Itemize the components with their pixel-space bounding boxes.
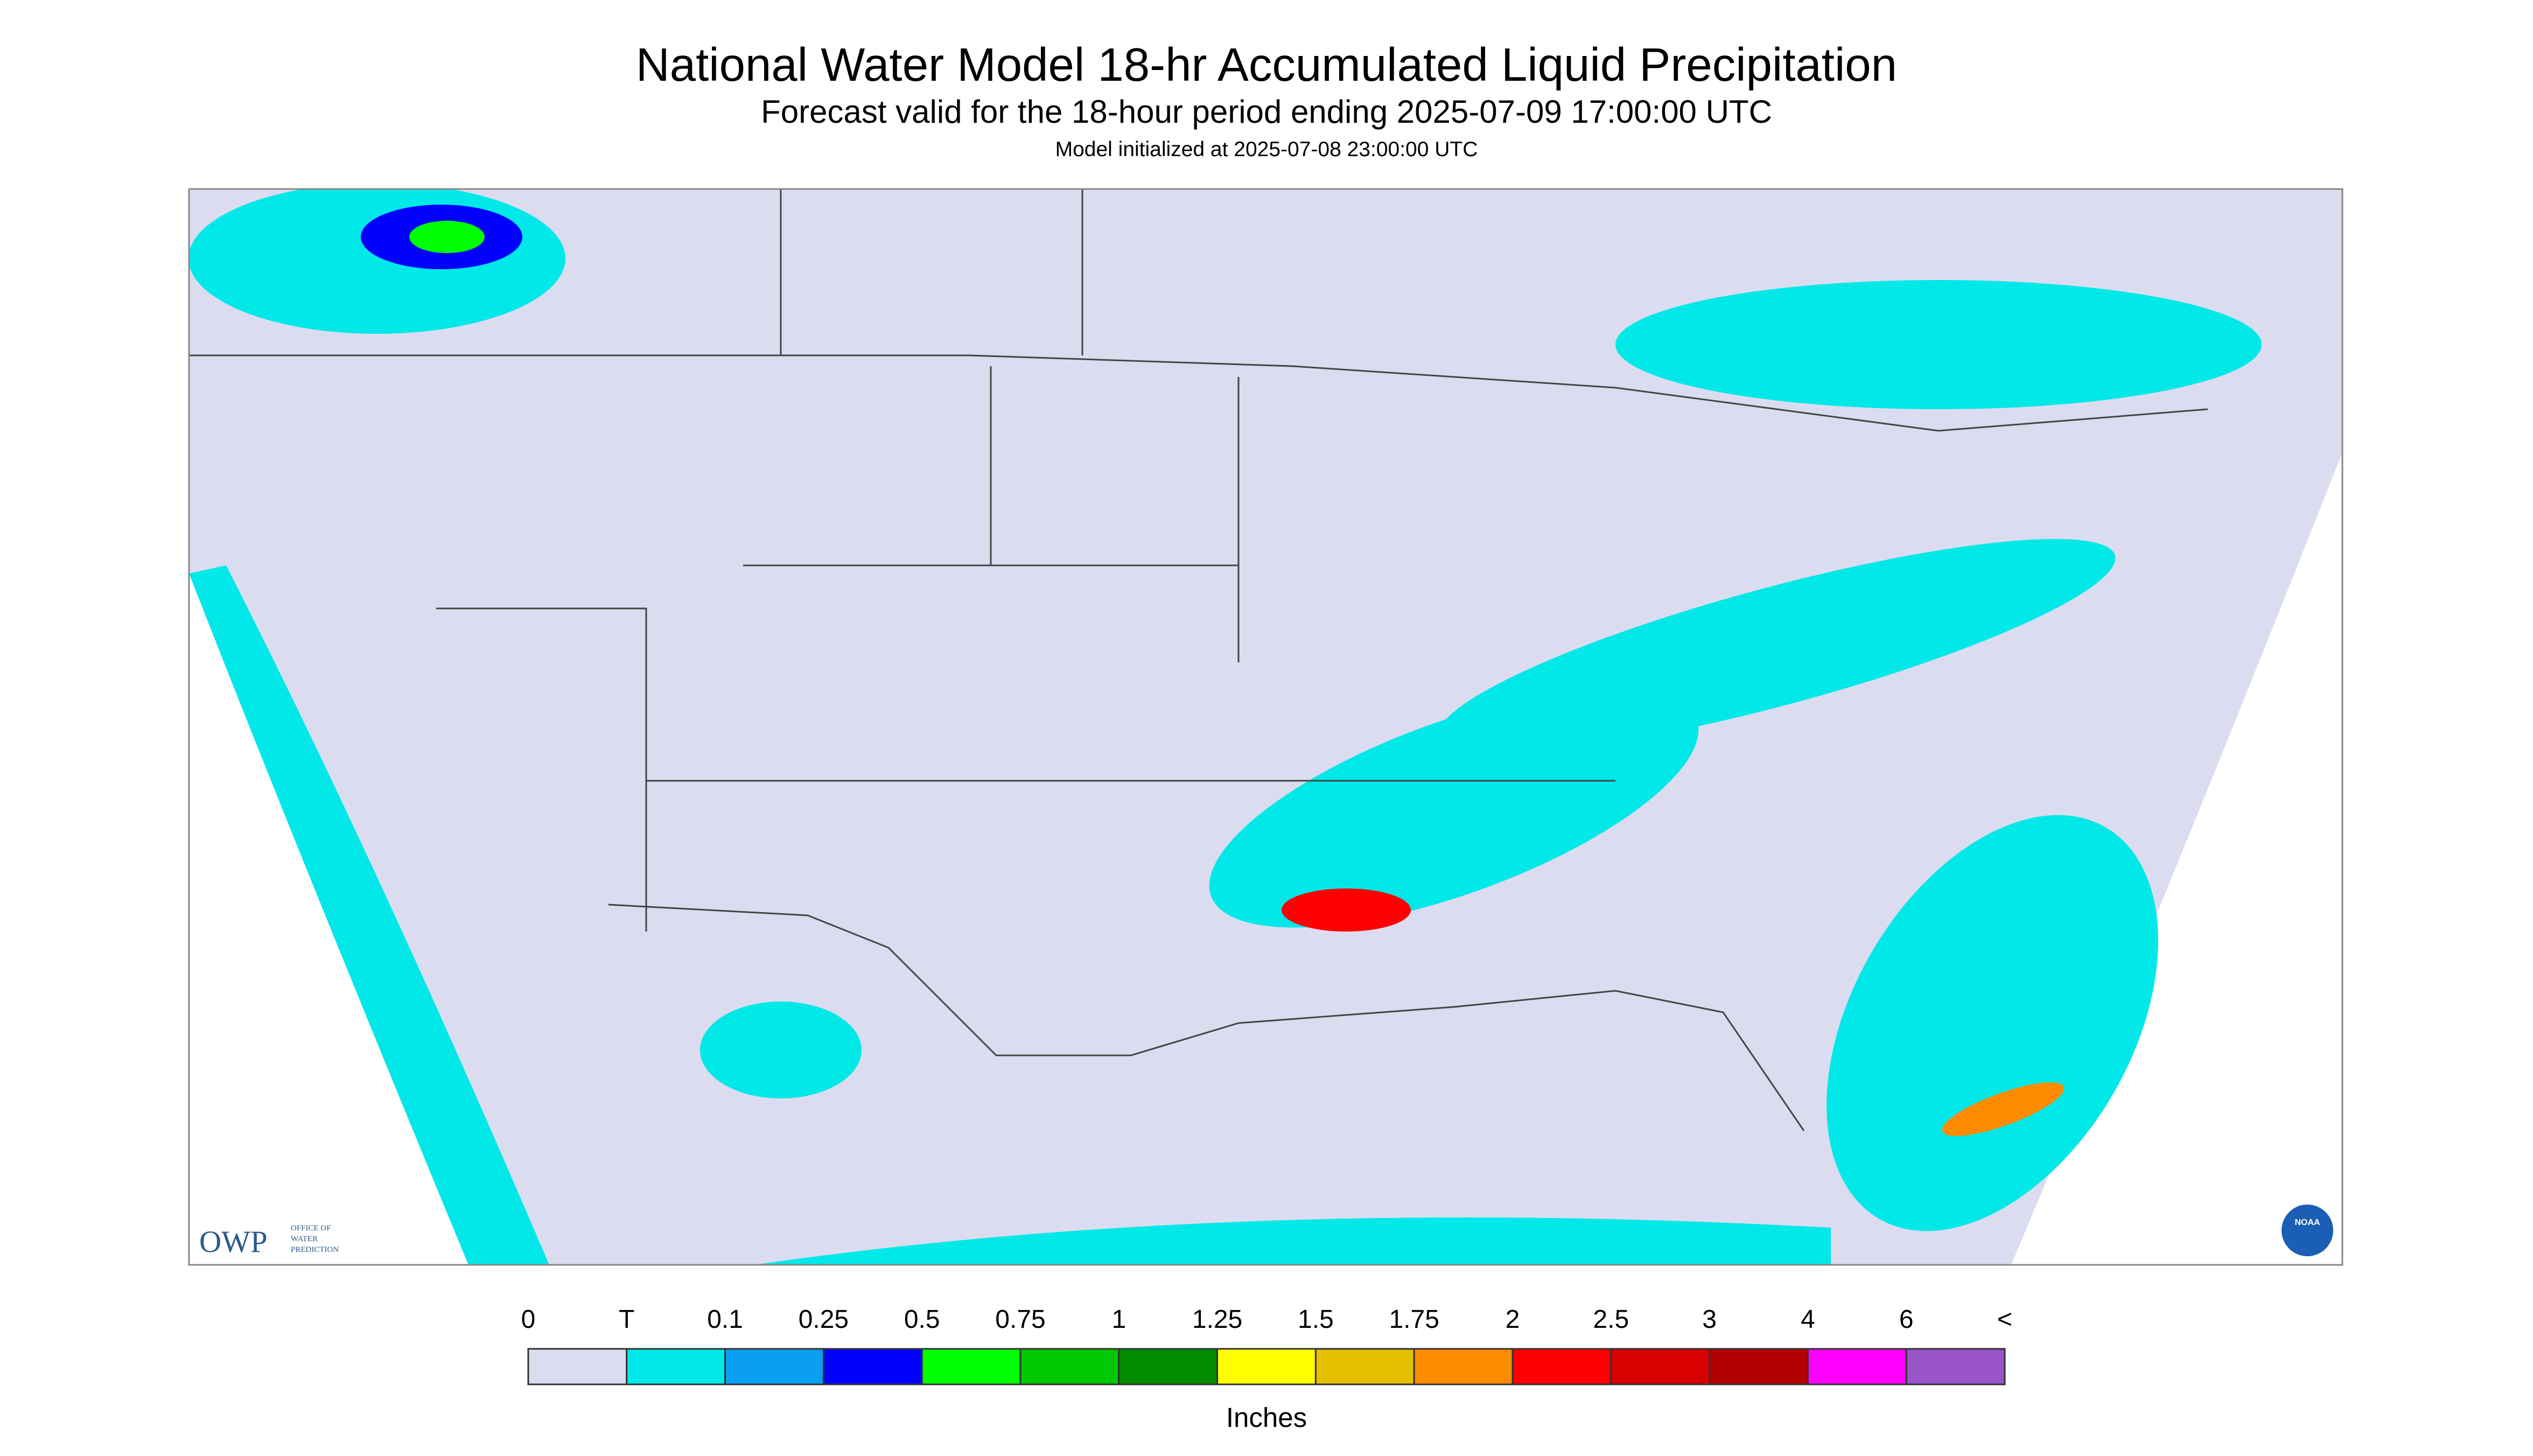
precip-area bbox=[409, 221, 485, 253]
legend-swatch bbox=[1807, 1348, 1907, 1385]
title: National Water Model 18-hr Accumulated L… bbox=[636, 39, 1897, 91]
precip-area bbox=[754, 1217, 1831, 1265]
legend-label: 4 bbox=[1801, 1305, 1815, 1334]
owp-name: WATER bbox=[291, 1235, 318, 1243]
legend: 0 T 0.1 0.25 0.5 0.75 1 1.25 1.5 1.75 2 2.5 3 4 6 < bbox=[521, 1305, 2012, 1385]
owp-logo: OWP bbox=[199, 1225, 268, 1259]
legend-label: 6 bbox=[1899, 1305, 1914, 1334]
legend-label: 0.75 bbox=[995, 1305, 1045, 1334]
map: OWP OFFICE OF WATER PREDICTION NOAA bbox=[188, 188, 2343, 1266]
legend-unit: Inches bbox=[1226, 1402, 1307, 1433]
precip-area bbox=[189, 189, 565, 334]
precip-area bbox=[1827, 815, 2158, 1231]
legend-swatch bbox=[1019, 1348, 1120, 1385]
legend-label: 2 bbox=[1506, 1305, 1520, 1334]
legend-swatch bbox=[527, 1348, 628, 1385]
legend-swatch bbox=[921, 1348, 1021, 1385]
legend-swatch bbox=[1905, 1348, 2006, 1385]
borders bbox=[189, 189, 2208, 1131]
precip-area bbox=[1209, 688, 1699, 928]
legend-swatch bbox=[1413, 1348, 1514, 1385]
legend-swatch bbox=[1314, 1348, 1415, 1385]
legend-label: T bbox=[619, 1305, 634, 1334]
precip-area bbox=[1942, 1082, 2065, 1136]
legend-label: < bbox=[1997, 1305, 2012, 1334]
map-frame bbox=[188, 188, 2343, 1266]
legend-label: 2.5 bbox=[1593, 1305, 1629, 1334]
legend-label: 0 bbox=[521, 1305, 536, 1334]
noaa-text: NOAA bbox=[2294, 1218, 2320, 1227]
subtitle: Forecast valid for the 18-hour period en… bbox=[761, 94, 1772, 130]
legend-swatch bbox=[1610, 1348, 1711, 1385]
noaa-logo bbox=[2282, 1205, 2333, 1256]
legend-swatch bbox=[1512, 1348, 1612, 1385]
legend-label: 3 bbox=[1702, 1305, 1717, 1334]
legend-swatch bbox=[626, 1348, 726, 1385]
legend-label: 0.1 bbox=[707, 1305, 743, 1334]
legend-swatch bbox=[822, 1348, 923, 1385]
owp-name: PREDICTION bbox=[291, 1245, 339, 1254]
precip-area bbox=[700, 1002, 862, 1098]
legend-label: 1.75 bbox=[1389, 1305, 1439, 1334]
legend-label: 1.5 bbox=[1298, 1305, 1334, 1334]
precip-area bbox=[1282, 888, 1411, 932]
legend-swatch bbox=[724, 1348, 824, 1385]
legend-swatch bbox=[1118, 1348, 1219, 1385]
legend-label: 0.5 bbox=[904, 1305, 940, 1334]
legend-swatch bbox=[1216, 1348, 1317, 1385]
domain bbox=[189, 189, 2342, 1265]
legend-label: 1.25 bbox=[1192, 1305, 1242, 1334]
legend-label: 1 bbox=[1111, 1305, 1126, 1334]
legend-label: 0.25 bbox=[799, 1305, 849, 1334]
precip-area bbox=[189, 565, 549, 1265]
legend-swatch bbox=[1709, 1348, 1809, 1385]
owp-name: OFFICE OF bbox=[291, 1224, 331, 1233]
precip-area bbox=[1615, 280, 2262, 409]
init-time: Model initialized at 2025-07-08 23:00:00… bbox=[1055, 138, 1478, 161]
